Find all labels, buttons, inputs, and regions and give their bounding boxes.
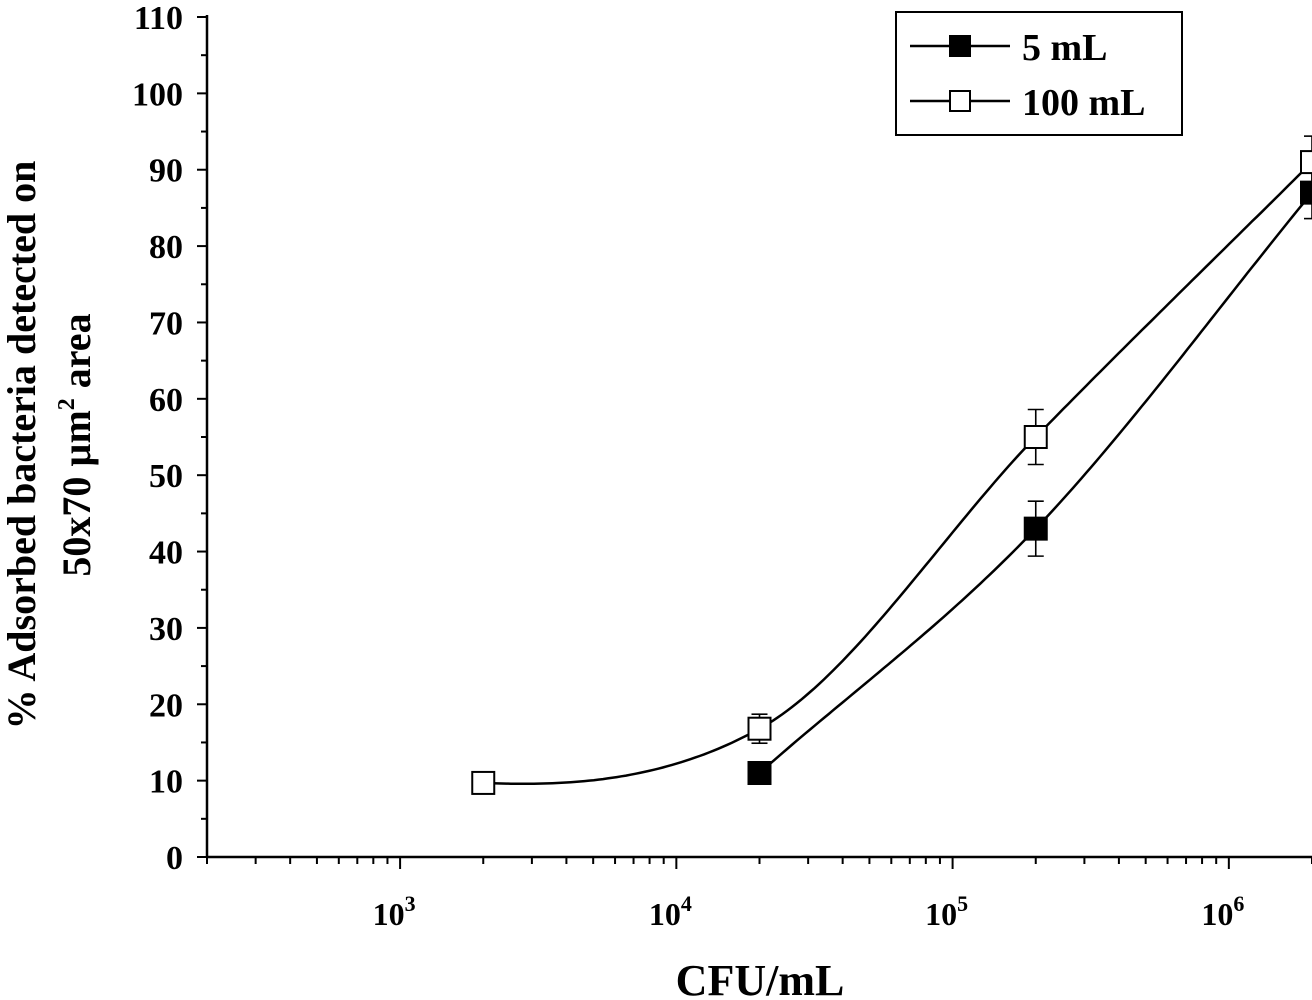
curves-layer <box>483 161 1312 786</box>
x-axis-title: CFU/mL <box>676 956 845 1000</box>
y-axis-title: % Adsorbed bacteria detected on 50x70 µm… <box>0 161 99 730</box>
y-tick-label: 40 <box>149 535 183 572</box>
data-point-100ml <box>1300 150 1312 175</box>
data-point-5ml <box>1300 180 1312 205</box>
data-point-100ml <box>747 716 772 741</box>
data-point-100ml <box>1023 425 1048 449</box>
y-tick-label: 30 <box>149 611 183 648</box>
y-tick-label: 60 <box>149 382 183 419</box>
y-tick-label: 80 <box>149 229 183 266</box>
axes-layer: 0 10 20 30 40 50 60 70 80 90 100 110 103 104 105 106 <box>132 0 1312 932</box>
data-point-100ml <box>471 770 496 795</box>
series-line-100ml <box>483 161 1312 786</box>
x-tick-label: 105 <box>925 891 968 932</box>
y-tick-label: 90 <box>149 153 183 190</box>
y-tick-label: 10 <box>149 764 183 801</box>
y-tick-label: 20 <box>149 687 183 724</box>
y-tick-label: 0 <box>166 840 183 877</box>
y-axis-title-line1: % Adsorbed bacteria detected on <box>0 161 44 730</box>
y-tick-label: 100 <box>132 76 183 113</box>
legend: 5 mL 100 mL <box>895 11 1183 136</box>
legend-marker-100ml <box>949 90 971 112</box>
markers-layer <box>471 135 1312 795</box>
y-tick-label: 70 <box>149 305 183 342</box>
data-point-5ml <box>747 761 772 785</box>
series-line-5ml <box>758 191 1312 774</box>
legend-label-100ml: 100 mL <box>1022 82 1146 124</box>
x-tick-label: 106 <box>1201 891 1244 932</box>
legend-label-5ml: 5 mL <box>1022 27 1108 69</box>
legend-marker-5ml <box>949 35 971 57</box>
x-tick-label: 103 <box>373 891 416 932</box>
data-point-5ml <box>1023 516 1048 541</box>
legend-box <box>895 11 1183 136</box>
y-tick-label: 50 <box>149 458 183 495</box>
y-tick-label: 110 <box>134 0 183 37</box>
x-tick-label: 104 <box>649 891 692 932</box>
y-axis-title-line2: 50x70 µm2 area <box>54 313 99 576</box>
